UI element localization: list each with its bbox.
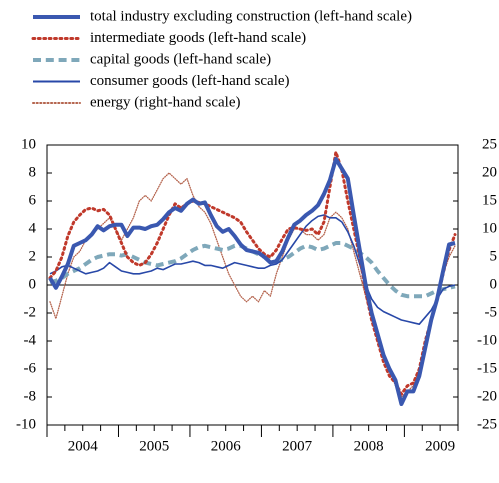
y2-tick-label: -10 <box>477 332 497 348</box>
legend-label: energy (right-hand scale) <box>90 94 241 110</box>
y2-tick-label: 20 <box>482 164 497 180</box>
x-tick-label: 2006 <box>211 438 242 454</box>
legend-label: intermediate goods (left-hand scale) <box>90 30 306 46</box>
y2-tick-label: -5 <box>485 304 498 320</box>
y-tick-label: 8 <box>29 164 37 180</box>
y-tick-label: 6 <box>29 192 37 208</box>
y-tick-label: -4 <box>24 332 37 348</box>
y2-tick-label: 0 <box>490 276 498 292</box>
legend-label: consumer goods (left-hand scale) <box>90 73 290 89</box>
y2-tick-label: 25 <box>482 136 497 152</box>
legend-label: capital goods (left-hand scale) <box>90 51 271 67</box>
y-tick-label: -6 <box>24 360 37 376</box>
x-tick-label: 2007 <box>282 438 313 454</box>
series-line <box>48 150 457 396</box>
y-tick-label: 4 <box>29 220 37 236</box>
y2-tick-label: -15 <box>477 360 497 376</box>
series-line <box>49 214 456 325</box>
y-tick-label: -10 <box>16 416 36 432</box>
series-line <box>48 157 456 406</box>
y2-tick-label: 15 <box>482 192 497 208</box>
x-tick-label: 2008 <box>354 438 384 454</box>
y2-tick-label: -20 <box>477 388 497 404</box>
y-tick-label: -2 <box>24 304 37 320</box>
y2-tick-label: -25 <box>477 416 497 432</box>
y2-tick-label: 5 <box>490 248 498 264</box>
y2-tick-label: 10 <box>482 220 497 236</box>
x-tick-label: 2005 <box>139 438 169 454</box>
y-tick-label: 0 <box>29 276 37 292</box>
x-tick-label: 2009 <box>425 438 455 454</box>
x-tick-label: 2004 <box>68 438 99 454</box>
y-tick-label: -8 <box>24 388 37 404</box>
y-tick-label: 10 <box>21 136 36 152</box>
y-tick-label: 2 <box>29 248 37 264</box>
legend-label: total industry excluding construction (l… <box>90 8 412 24</box>
